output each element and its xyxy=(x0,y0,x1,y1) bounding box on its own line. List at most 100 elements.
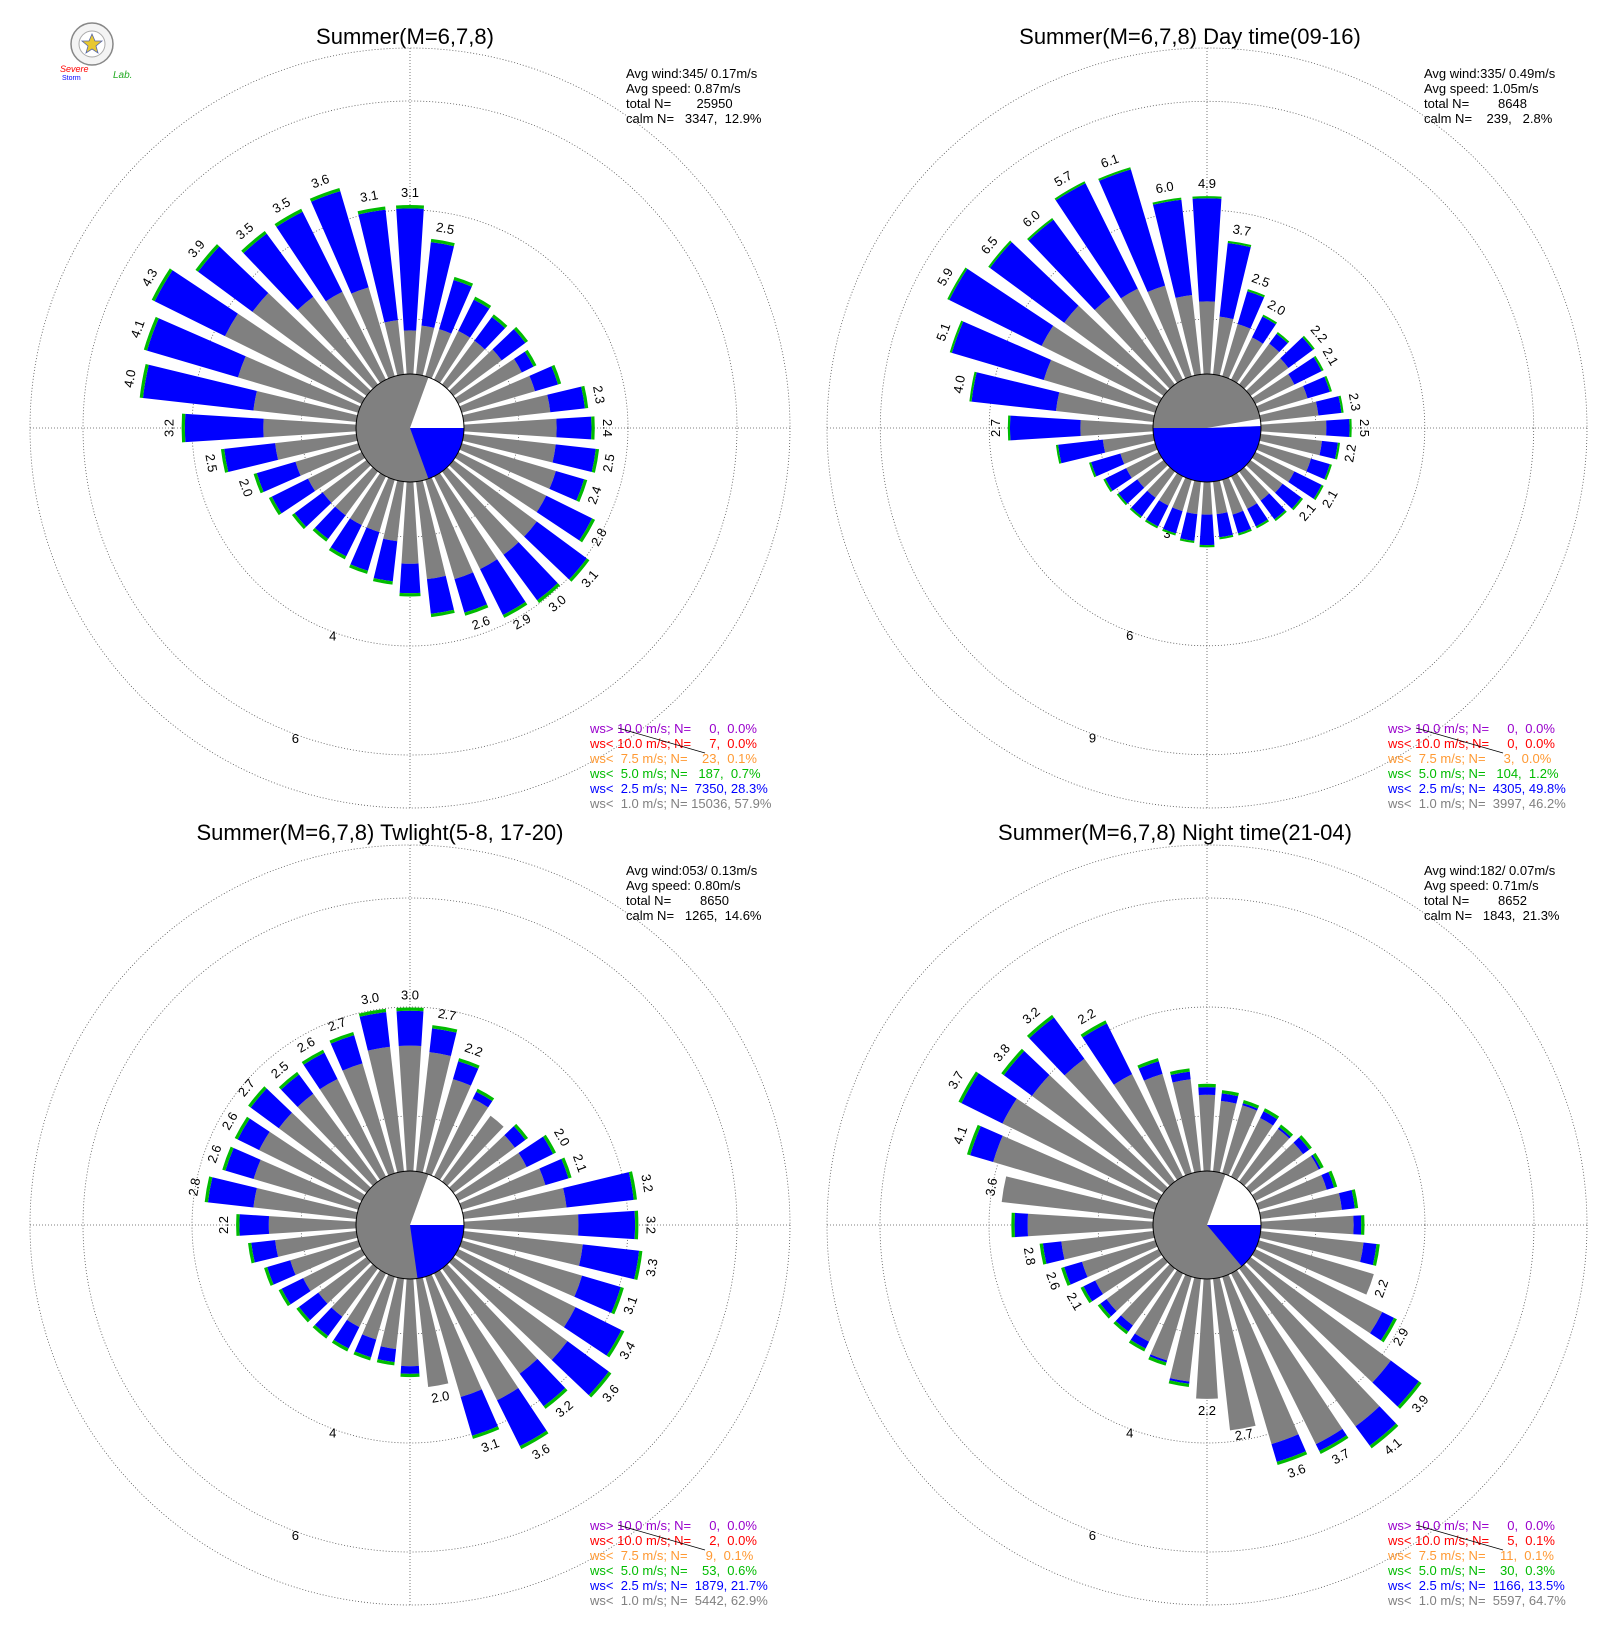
bar-value-label: 2.7 xyxy=(437,1006,457,1024)
bar-segment-lt2_5 xyxy=(1353,1215,1361,1234)
calm-wedge xyxy=(410,1225,464,1278)
stats-line: Avg speed: 0.87m/s xyxy=(626,81,741,96)
bar-value-label: 5.1 xyxy=(933,321,953,343)
ring-label: 4 xyxy=(329,1425,336,1440)
bar-value-label: 2.2 xyxy=(463,1040,485,1060)
bar-segment-lt5 xyxy=(635,1211,639,1240)
legend-entry: ws< 2.5 m/s; N= 7350, 28.3% xyxy=(589,781,768,796)
legend-entry: ws< 5.0 m/s; N= 104, 1.2% xyxy=(1387,766,1559,781)
legend-entry: ws< 5.0 m/s; N= 53, 0.6% xyxy=(589,1563,757,1578)
ring-label: 6 xyxy=(292,1528,299,1543)
panel-title: Summer(M=6,7,8) Night time(21-04) xyxy=(998,820,1352,845)
bar-segment-lt1 xyxy=(464,419,557,437)
bar-value-label: 4.3 xyxy=(138,266,160,289)
bar-value-label: 6.0 xyxy=(1020,207,1043,230)
stats-line: Avg wind:335/ 0.49m/s xyxy=(1424,66,1556,81)
bar-value-label: 3.2 xyxy=(638,1173,656,1193)
bar-value-label: 3.1 xyxy=(620,1294,640,1316)
bar-value-label: 3.6 xyxy=(309,171,331,191)
bar-value-label: 4.0 xyxy=(121,368,139,388)
bar-segment-lt2_5 xyxy=(1058,440,1105,464)
bar-segment-lt2_5 xyxy=(1200,514,1215,545)
bar-value-label: 3.3 xyxy=(643,1257,661,1277)
bar-value-label: 2.5 xyxy=(600,453,618,473)
bar-value-label: 2.1 xyxy=(570,1152,590,1174)
bar-value-label: 2.1 xyxy=(1319,487,1341,510)
bar-value-label: 2.0 xyxy=(551,1126,573,1149)
ring-label: 6 xyxy=(292,731,299,746)
stats-line: calm N= 3347, 12.9% xyxy=(626,111,762,126)
bar-value-label: 3.5 xyxy=(233,219,256,242)
bar-segment-lt1 xyxy=(1202,482,1213,515)
bar-value-label: 2.8 xyxy=(185,1177,203,1197)
ring-label: 4 xyxy=(329,628,336,643)
panel-title: Summer(M=6,7,8) Day time(09-16) xyxy=(1019,24,1361,49)
bar-value-label: 2.7 xyxy=(1234,1425,1254,1443)
bar-segment-lt2_5 xyxy=(429,1028,456,1056)
bar-value-label: 2.5 xyxy=(1250,270,1272,290)
bar-value-label: 3.9 xyxy=(1408,1392,1431,1415)
bar-value-label: 4.0 xyxy=(950,374,968,394)
legend-entry: ws> 10.0 m/s; N= 0, 0.0% xyxy=(589,721,757,736)
bar-segment-lt2_5 xyxy=(401,1366,420,1374)
bar-segment-lt2_5 xyxy=(374,539,398,582)
bar-segment-lt2_5 xyxy=(360,1012,390,1051)
bar-value-label: 2.9 xyxy=(510,611,533,633)
bar-segment-lt1 xyxy=(464,1214,579,1235)
bar-segment-lt2_5 xyxy=(1180,512,1197,541)
ring-label: 6 xyxy=(1089,1528,1096,1543)
bar-value-label: 2.2 xyxy=(1198,1403,1216,1418)
bar-value-label: 2.5 xyxy=(268,1058,291,1081)
legend-entry: ws< 1.0 m/s; N= 5597, 64.7% xyxy=(1387,1593,1566,1608)
bar-segment-lt2_5 xyxy=(1198,1087,1215,1095)
bar-segment-lt2_5 xyxy=(1010,416,1081,441)
bar-segment-lt2_5 xyxy=(579,1244,639,1279)
bar-value-label: 3.2 xyxy=(552,1397,575,1420)
legend-entry: ws< 1.0 m/s; N= 5442, 62.9% xyxy=(589,1593,768,1608)
stats-line: Avg speed: 1.05m/s xyxy=(1424,81,1539,96)
bar-value-label: 2.6 xyxy=(204,1143,224,1165)
stats-line: calm N= 1843, 21.3% xyxy=(1424,908,1560,923)
bar-value-label: 3.2 xyxy=(1019,1004,1042,1027)
bar-value-label: 5.9 xyxy=(934,265,956,288)
bar-segment-lt2_5 xyxy=(556,417,591,440)
bar-segment-lt2_5 xyxy=(553,444,596,472)
bar-segment-lt2_5 xyxy=(1163,507,1183,533)
bar-segment-lt5 xyxy=(400,1374,419,1378)
bar-value-label: 3.6 xyxy=(599,1381,622,1404)
panel-title: Summer(M=6,7,8) xyxy=(316,24,494,49)
bar-value-label: 2.6 xyxy=(219,1109,241,1132)
bar-segment-lt2_5 xyxy=(1319,441,1337,459)
logo-lab-text: Lab. xyxy=(113,70,132,81)
ring-label: 9 xyxy=(1089,731,1096,746)
bar-segment-lt2_5 xyxy=(563,1172,634,1207)
bar-value-label: 3.7 xyxy=(945,1068,967,1091)
bar-segment-lt2_5 xyxy=(1043,1241,1065,1263)
legend-entry: ws< 2.5 m/s; N= 4305, 49.8% xyxy=(1387,781,1566,796)
bar-value-label: 3.0 xyxy=(401,988,419,1003)
bar-value-label: 2.1 xyxy=(1320,345,1342,368)
bar-segment-lt1 xyxy=(401,482,418,564)
bar-segment-lt1 xyxy=(1196,1279,1218,1399)
bar-value-label: 5.7 xyxy=(1051,168,1074,190)
bar-value-label: 3.7 xyxy=(1232,221,1252,239)
wind-rose-panel-2: Summer(M=6,7,8) Day time(09-16)3694.93.7… xyxy=(827,24,1587,811)
stats-line: total N= 25950 xyxy=(626,96,733,111)
stats-line: Avg speed: 0.71m/s xyxy=(1424,878,1539,893)
bar-value-label: 3.7 xyxy=(1329,1445,1352,1467)
bar-value-label: 3.6 xyxy=(529,1441,552,1463)
bar-segment-lt2_5 xyxy=(1316,396,1342,415)
bar-value-label: 2.0 xyxy=(430,1388,450,1406)
panel-title: Summer(M=6,7,8) Twlight(5-8, 17-20) xyxy=(196,820,563,845)
bar-segment-lt1 xyxy=(399,1046,422,1171)
wind-rose-panel-4: Summer(M=6,7,8) Night time(21-04)2462.22… xyxy=(827,820,1587,1608)
legend-entry: ws< 5.0 m/s; N= 187, 0.7% xyxy=(589,766,761,781)
bar-value-label: 6.5 xyxy=(978,234,1001,257)
bar-value-label: 2.7 xyxy=(988,419,1003,437)
bar-value-label: 4.9 xyxy=(1198,176,1216,191)
bar-segment-lt1 xyxy=(404,330,416,374)
wind-rose-panel-1: Summer(M=6,7,8)2463.12.52.32.42.52.42.83… xyxy=(30,24,790,811)
bar-value-label: 3.2 xyxy=(162,419,177,437)
bar-value-label: 4.1 xyxy=(950,1124,970,1146)
